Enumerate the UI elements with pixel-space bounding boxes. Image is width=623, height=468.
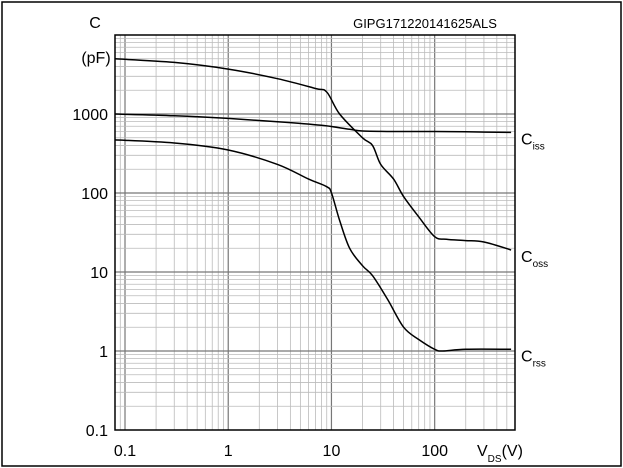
y-axis-unit: (pF) (81, 50, 110, 67)
x-axis-title-sub: DS (488, 454, 502, 465)
series-line-coss (114, 58, 512, 251)
grid (115, 35, 515, 430)
series-label-main: C (521, 131, 533, 148)
y-tick-label: 1000 (72, 107, 108, 124)
x-axis-title: VDS(V) (477, 443, 523, 465)
y-tick-label: 0.1 (86, 423, 108, 440)
y-axis-title: C (89, 15, 101, 32)
curves (114, 58, 512, 352)
y-tick-label: 10 (90, 265, 108, 282)
x-tick-label: 10 (323, 443, 341, 460)
y-tick-labels: 0.1 1 10 100 1000 (72, 107, 108, 440)
series-label-main: C (521, 249, 533, 266)
x-tick-label: 0.1 (114, 443, 136, 460)
x-axis-title-unit: (V) (502, 443, 523, 460)
series-label-sub: rss (533, 358, 546, 369)
series-line-crss (114, 139, 512, 352)
series-label-sub: oss (533, 259, 549, 270)
y-tick-label: 100 (81, 186, 108, 203)
series-line-ciss (114, 113, 512, 134)
x-tick-label: 1 (224, 443, 233, 460)
x-tick-labels: 0.1 1 10 100 (114, 443, 448, 460)
series-label-coss: Coss (521, 249, 548, 270)
series-label-crss: Crss (521, 348, 546, 369)
x-axis-title-main: V (477, 443, 488, 460)
series-label-sub: iss (533, 141, 545, 152)
x-tick-label: 100 (421, 443, 448, 460)
series-label-main: C (521, 348, 533, 365)
series-label-ciss: Ciss (521, 131, 545, 152)
figure-id: GIPG171220141625ALS (353, 16, 497, 31)
y-tick-label: 1 (99, 344, 108, 361)
plot-area-border (114, 34, 516, 431)
